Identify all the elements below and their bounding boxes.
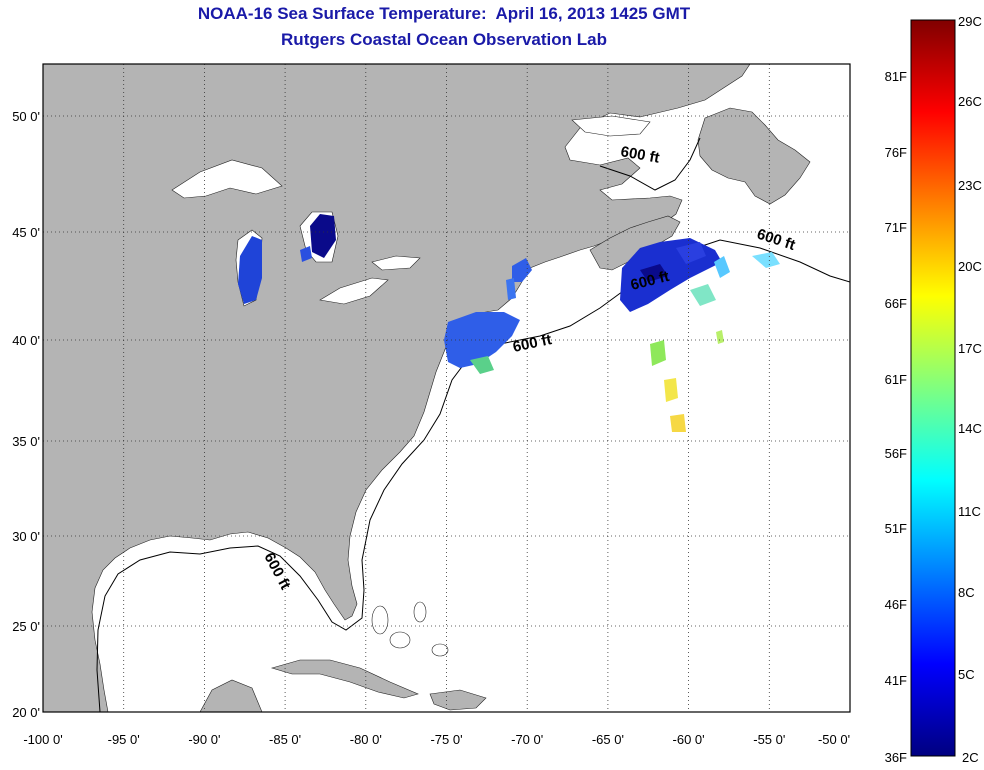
colorbar-label-c: 11C <box>958 504 981 519</box>
map-title: NOAA-16 Sea Surface Temperature: April 1… <box>197 4 691 23</box>
colorbar-label-c: 17C <box>958 341 982 356</box>
colorbar-label-f: 41F <box>885 673 907 688</box>
hispaniola-land <box>429 689 487 711</box>
colorbar-fahrenheit-labels: 81F 76F 71F 66F 61F 56F 51F 46F 41F 36F <box>885 69 907 765</box>
lon-tick-label: -75 0' <box>430 732 462 747</box>
lon-tick-label: -85 0' <box>269 732 301 747</box>
lat-gridlines <box>43 115 850 627</box>
lat-tick-label: 40 0' <box>12 333 40 348</box>
newfoundland-land <box>697 107 811 205</box>
nova-scotia-land <box>589 215 681 271</box>
colorbar-label-c: 20C <box>958 259 982 274</box>
colorbar-label-f: 61F <box>885 372 907 387</box>
lon-tick-label: -90 0' <box>188 732 220 747</box>
colorbar <box>910 19 956 757</box>
colorbar-label-f: 56F <box>885 446 907 461</box>
colorbar-label-f: 51F <box>885 521 907 536</box>
colorbar-label-c: 8C <box>958 585 975 600</box>
north-america-land <box>43 64 751 712</box>
colorbar-label-f: 66F <box>885 296 907 311</box>
lon-tick-label: -95 0' <box>108 732 140 747</box>
map-subtitle: Rutgers Coastal Ocean Observation Lab <box>281 30 607 49</box>
lon-tick-label: -50 0' <box>818 732 850 747</box>
colorbar-label-f: 76F <box>885 145 907 160</box>
colorbar-celsius-labels: 29C 26C 23C 20C 17C 14C 11C 8C 5C 2C <box>958 14 982 765</box>
lat-tick-label: 20 0' <box>12 705 40 720</box>
lon-tick-label: -55 0' <box>753 732 785 747</box>
colorbar-label-c: 23C <box>958 178 982 193</box>
colorbar-label-c: 14C <box>958 421 982 436</box>
lon-tick-label: -100 0' <box>23 732 62 747</box>
cuba-land <box>270 659 419 699</box>
lat-tick-label: 30 0' <box>12 529 40 544</box>
depth-label: 600 ft <box>619 143 661 167</box>
lon-tick-label: -70 0' <box>511 732 543 747</box>
colorbar-label-f: 81F <box>885 69 907 84</box>
colorbar-label-f: 46F <box>885 597 907 612</box>
colorbar-label-c: 5C <box>958 667 975 682</box>
lat-tick-label: 35 0' <box>12 434 40 449</box>
lon-tick-label: -60 0' <box>673 732 705 747</box>
lat-tick-label: 50 0' <box>12 109 40 124</box>
colorbar-label-f: 71F <box>885 220 907 235</box>
colorbar-label-c: 29C <box>958 14 982 29</box>
depth-contour-line-north <box>599 137 701 191</box>
lon-tick-label: -65 0' <box>592 732 624 747</box>
sst-data <box>238 214 780 432</box>
colorbar-label-c: 2C <box>962 750 979 765</box>
map-frame <box>42 63 851 713</box>
lon-gridlines <box>123 64 770 712</box>
colorbar-label-f: 36F <box>885 750 907 765</box>
colorbar-label-c: 26C <box>958 94 982 109</box>
lat-tick-label: 45 0' <box>12 225 40 240</box>
lat-tick-label: 25 0' <box>12 619 40 634</box>
bahamas-islands <box>371 601 449 657</box>
yucatan-land <box>199 679 263 712</box>
lon-tick-label: -80 0' <box>350 732 382 747</box>
